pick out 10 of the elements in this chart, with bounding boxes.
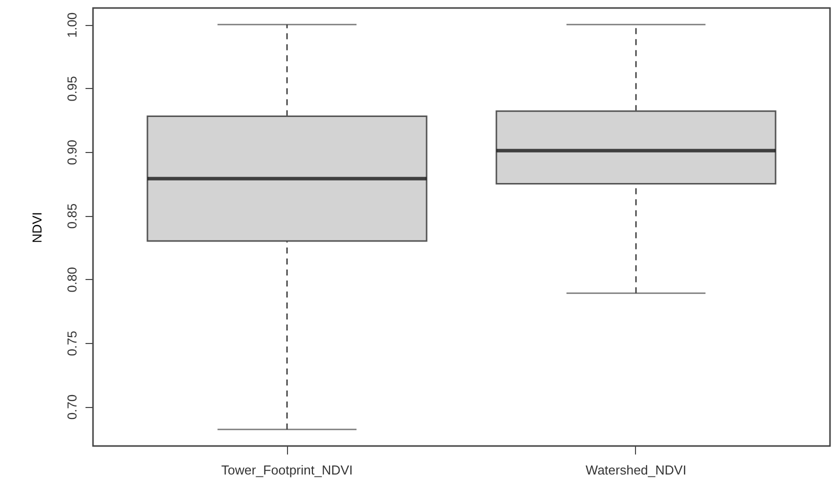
x-tick-label: Watershed_NDVI <box>586 462 686 478</box>
y-tick-label: 0.90 <box>64 140 80 166</box>
y-tick-label: 0.75 <box>64 330 80 356</box>
y-tick-label: 0.85 <box>64 203 80 229</box>
y-tick-label: 0.95 <box>64 76 80 102</box>
y-tick-label: 0.80 <box>64 267 80 292</box>
x-tick-label: Tower_Footprint_NDVI <box>221 462 353 478</box>
y-tick-label: 0.70 <box>64 394 80 420</box>
y-tick-label: 1.00 <box>64 12 80 38</box>
y-axis-title: NDVI <box>30 212 44 244</box>
